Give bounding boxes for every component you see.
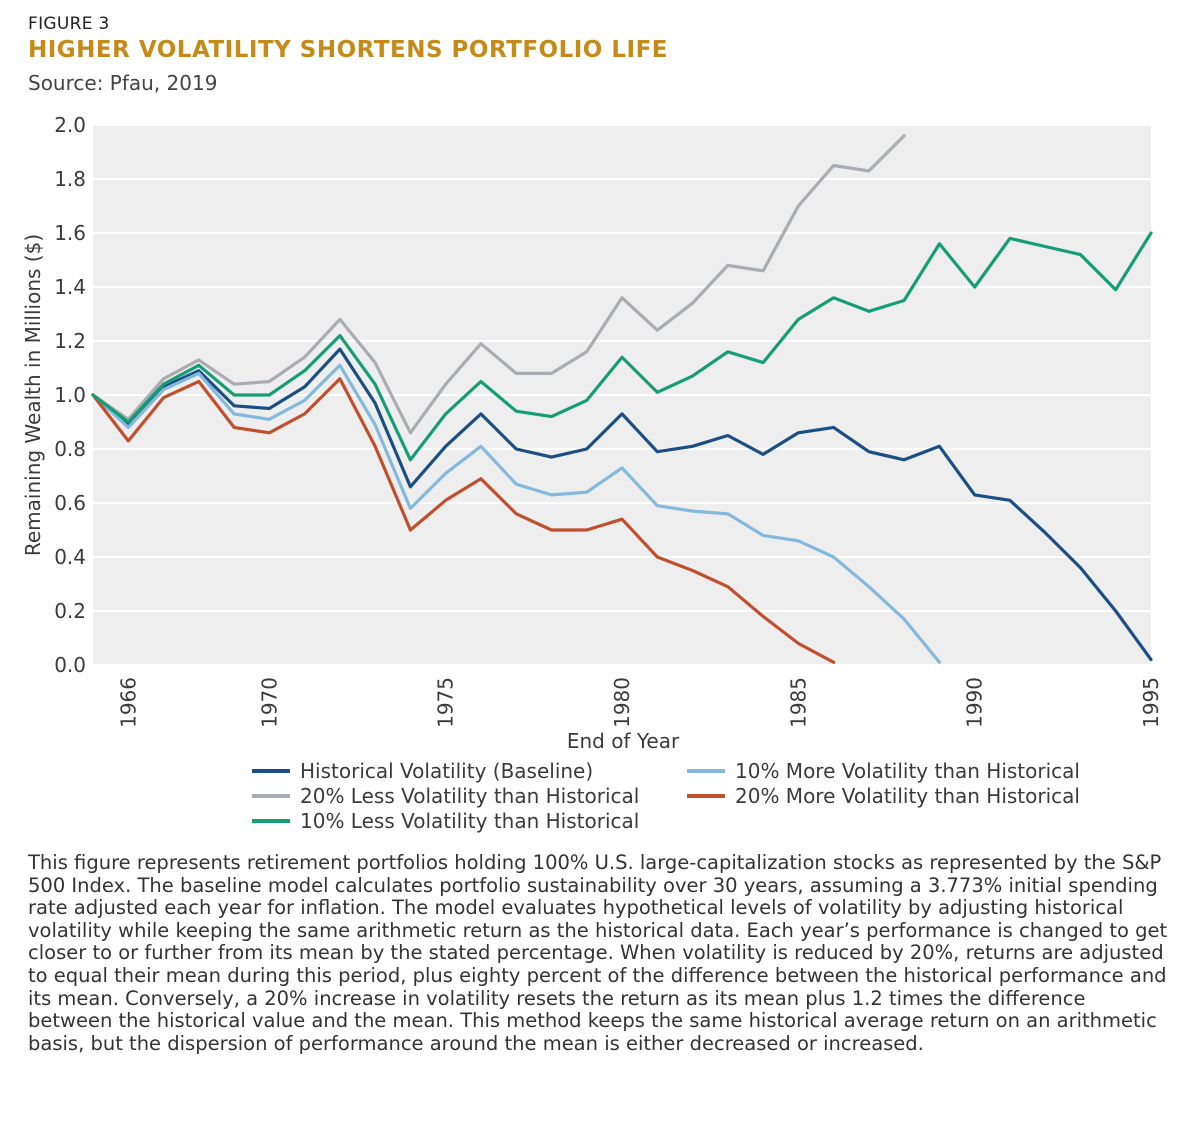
legend-label-5: 10% Less Volatility than Historical — [300, 809, 639, 833]
y-tick-label: 1.0 — [54, 383, 86, 407]
y-tick-label: 2.0 — [54, 113, 86, 137]
legend-label-2: 10% More Volatility than Historical — [735, 759, 1080, 783]
x-tick-label: 1980 — [610, 677, 634, 728]
figure-note: This figure represents retirement portfo… — [28, 851, 1168, 1055]
series-line-1 — [91, 347, 1153, 662]
y-tick-label: 0.6 — [54, 491, 86, 515]
x-tick-label: 1985 — [786, 677, 810, 728]
legend-label-1: Historical Volatility (Baseline) — [300, 759, 593, 783]
y-tick-label: 1.8 — [54, 167, 86, 191]
y-axis-title: Remaining Wealth in Millions ($) — [21, 234, 45, 556]
x-tick-label: 1970 — [257, 677, 281, 728]
y-tick-label: 1.2 — [54, 329, 86, 353]
x-tick-label: 1975 — [434, 677, 458, 728]
line-chart: 0.0 0.2 0.4 0.6 0.8 1.0 1.2 1.4 1.6 1.8 2.0 1966 197… — [21, 113, 1163, 833]
x-tick-label: 1995 — [1139, 677, 1163, 728]
figure-label: FIGURE 3 — [28, 14, 110, 34]
series-line-5 — [91, 231, 1153, 462]
y-tick-label: 0.2 — [54, 599, 86, 623]
x-tick-label: 1966 — [116, 677, 140, 728]
y-tick-label: 0.8 — [54, 437, 86, 461]
y-tick-label: 1.6 — [54, 221, 86, 245]
series-line-4 — [91, 377, 836, 664]
y-tick-label: 0.0 — [54, 653, 86, 677]
legend-label-4: 20% More Volatility than Historical — [735, 784, 1080, 808]
y-tick-label: 0.4 — [54, 545, 86, 569]
series-line-3 — [91, 134, 906, 435]
series-line-2 — [91, 363, 942, 664]
x-axis-title: End of Year — [567, 729, 680, 753]
chart-title: HIGHER VOLATILITY SHORTENS PORTFOLIO LIF… — [28, 37, 669, 63]
chart-source: Source: Pfau, 2019 — [28, 71, 218, 95]
x-tick-label: 1990 — [963, 677, 987, 728]
legend-label-3: 20% Less Volatility than Historical — [300, 784, 639, 808]
y-tick-label: 1.4 — [54, 275, 86, 299]
